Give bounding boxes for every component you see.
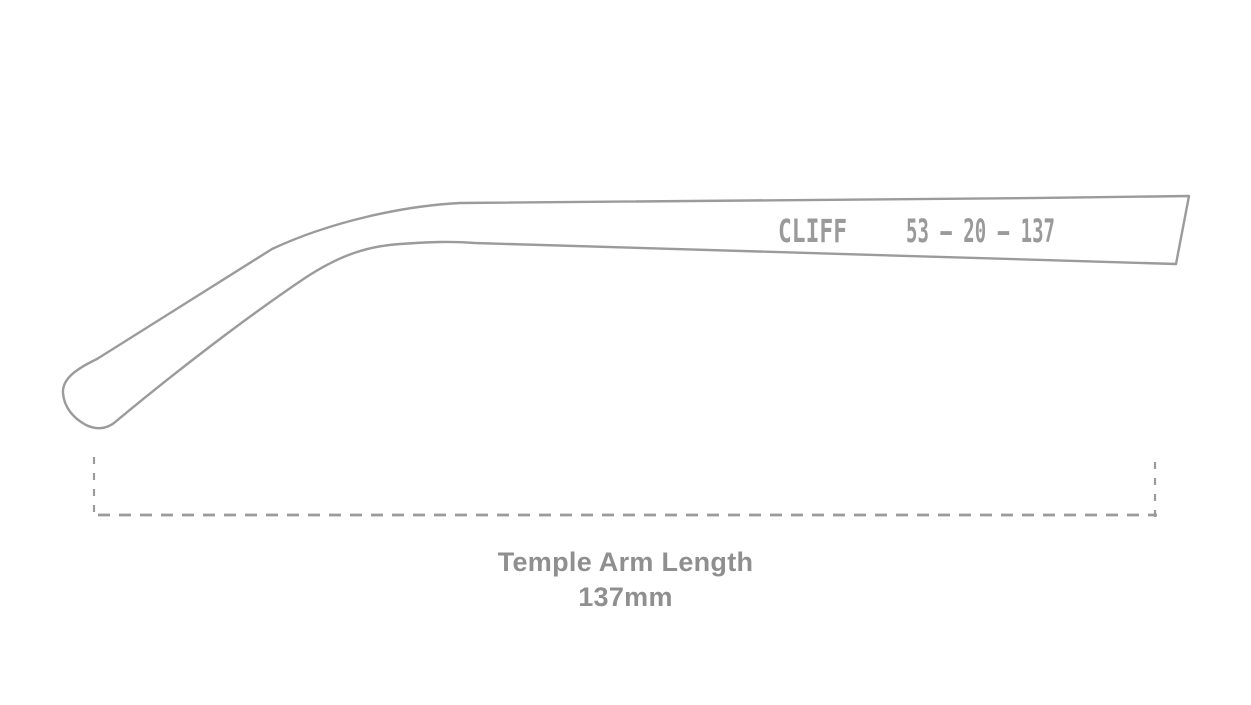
dimension-value: 137mm: [578, 582, 673, 612]
dimension-label: Temple Arm Length: [497, 547, 754, 577]
frame-measurements-engraving: 53 – 20 – 137: [906, 212, 1055, 250]
temple-arm-outline: [61, 194, 1191, 430]
model-name-engraving: CLIFF: [778, 212, 847, 250]
